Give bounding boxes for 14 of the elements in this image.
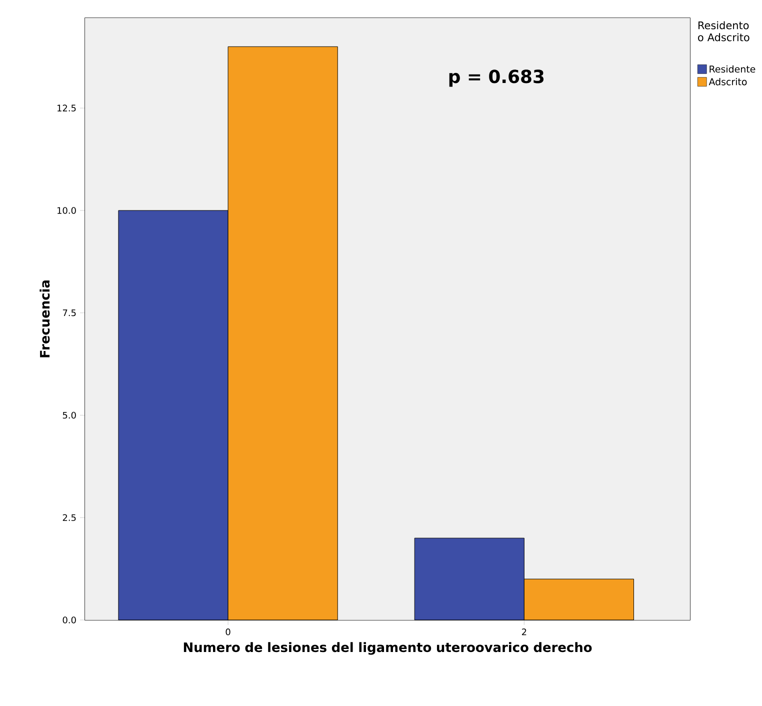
- y-tick-label: 10.0: [58, 207, 76, 214]
- y-tick-label: 5.0: [62, 412, 76, 419]
- legend-title: Residento o Adscrito: [698, 21, 750, 42]
- x-tick-label: 2: [522, 628, 526, 636]
- legend-label: Adscrito: [708, 78, 747, 86]
- y-tick-label: 0.0: [62, 616, 76, 624]
- x-tick-label: 0: [226, 628, 230, 636]
- legend-label: Residente: [710, 65, 756, 73]
- annotation: p = 0.683: [449, 70, 544, 87]
- y-tick-label: 12.5: [58, 104, 76, 112]
- y-tick-label: 7.5: [62, 310, 76, 316]
- y-tick-label: 2.5: [62, 514, 76, 521]
- y-axis-title: Frecuencia: [40, 280, 50, 358]
- x-axis-title: Numero de lesiones del ligamento uteroovarico derecho: [184, 642, 592, 655]
